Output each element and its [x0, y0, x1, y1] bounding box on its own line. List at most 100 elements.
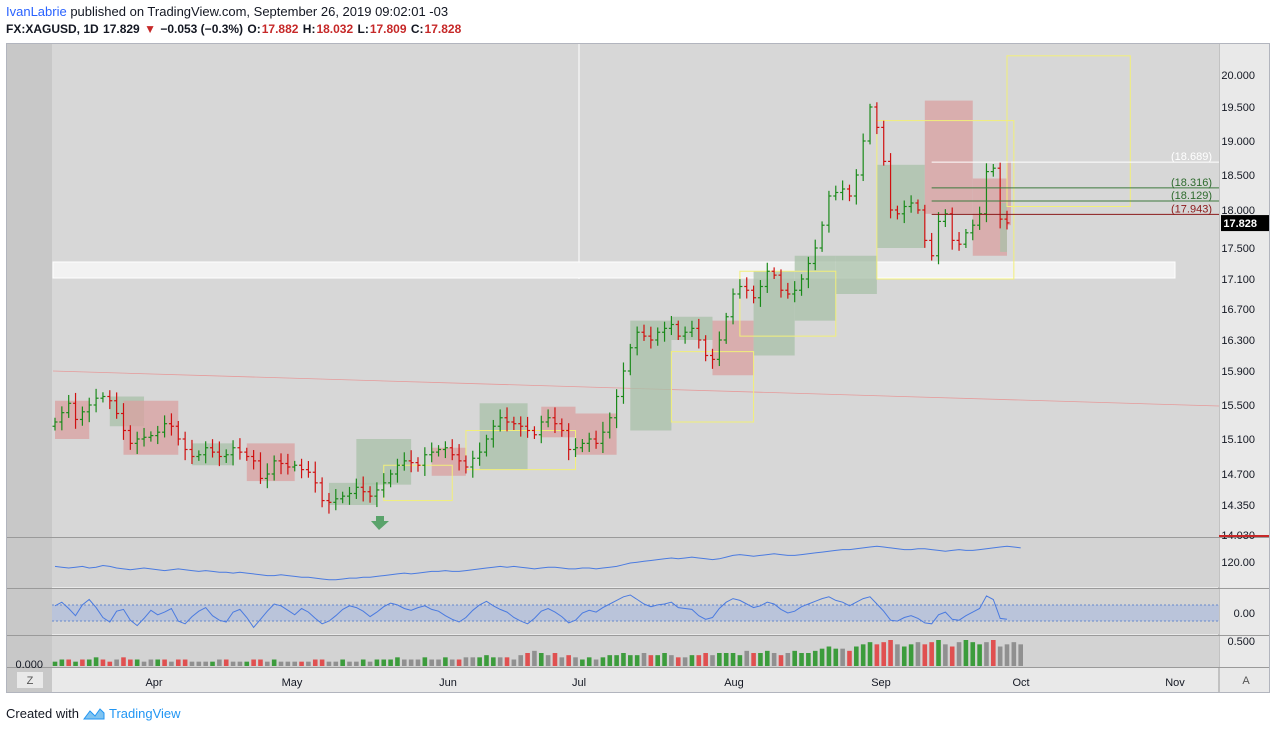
volume-bar-118: [860, 644, 866, 666]
zone-box-21: [1007, 161, 1011, 226]
volume-bar-67: [511, 659, 517, 666]
resistance-zone[interactable]: [52, 261, 1176, 279]
volume-bar-63: [484, 655, 489, 666]
volume-bar-135: [977, 644, 982, 666]
volume-bar-16: [162, 659, 167, 666]
volume-bar-40: [326, 661, 332, 666]
time-axis[interactable]: Apr May Jun Jul Aug Sep Oct Nov: [145, 677, 1185, 689]
footer: Created with TradingView: [6, 706, 181, 721]
close-value: 17.828: [424, 22, 462, 36]
zone-box-4: [246, 443, 295, 482]
volume-bar-17: [169, 661, 174, 666]
up-arrow-icon: [371, 516, 389, 530]
change-arrow-icon: ▼: [144, 22, 156, 36]
volume-bar-34: [285, 661, 291, 666]
level-label-0: (18.689): [1171, 151, 1212, 163]
volume-bar-51: [401, 659, 407, 666]
volume-bar-66: [504, 657, 510, 666]
zone-box-0: [55, 400, 90, 439]
volume-bar-27: [237, 661, 243, 666]
yellow-box-3: [739, 270, 837, 337]
pane-2-series: [54, 545, 1021, 581]
volume-bar-122: [888, 640, 893, 666]
pane-4-left-tick: 0.000: [15, 659, 43, 671]
volume-bar-43: [347, 661, 352, 666]
tradingview-link[interactable]: TradingView: [108, 706, 181, 721]
volume-bar-140: [1011, 642, 1017, 666]
volume-bar-19: [182, 659, 188, 666]
volume-bar-35: [292, 661, 298, 666]
volume-bar-56: [436, 659, 441, 666]
volume-bar-6: [93, 657, 99, 666]
open-value: 17.882: [261, 22, 299, 36]
pane-3-line: 0.00: [52, 594, 1255, 629]
author-link[interactable]: IvanLabrie: [6, 4, 67, 19]
volume-bar-130: [943, 644, 948, 666]
volume-bar-46: [367, 661, 373, 666]
open-label: O:: [247, 22, 261, 36]
volume-bar-32: [271, 659, 277, 666]
volume-bar-44: [354, 661, 359, 666]
volume-bars: 0.500 0.000: [15, 636, 1255, 671]
level-label-2: (18.129): [1171, 190, 1212, 202]
x-tick-apr: Apr: [145, 677, 162, 689]
volume-bar-94: [696, 655, 702, 666]
created-with-text: Created with: [6, 706, 79, 721]
symbol[interactable]: FX:XAGUSD, 1D: [6, 22, 99, 36]
volume-bar-138: [997, 646, 1003, 666]
volume-bar-42: [340, 659, 345, 666]
volume-bar-64: [491, 657, 496, 666]
volume-bar-117: [854, 646, 859, 666]
price-levels: (18.689) (18.316)(18.129)(17.943): [931, 151, 1219, 215]
ticker-bar: FX:XAGUSD, 1D 17.829 ▼ −0.053 (−0.3%) O:…: [6, 22, 462, 36]
volume-bar-24: [217, 659, 222, 666]
volume-bar-8: [107, 661, 113, 666]
volume-bar-7: [100, 659, 106, 666]
volume-bar-76: [573, 657, 578, 666]
volume-bar-115: [840, 648, 845, 666]
volume-bar-116: [847, 650, 852, 666]
candles: [52, 102, 1010, 514]
a-button[interactable]: [1233, 672, 1259, 688]
high-label: H:: [302, 22, 316, 36]
pane-4-tick: 0.500: [1227, 636, 1255, 648]
volume-bar-72: [545, 655, 551, 666]
price-axis[interactable]: [1219, 44, 1269, 692]
volume-bar-100: [737, 655, 743, 666]
volume-bar-96: [710, 655, 715, 666]
volume-bar-113: [826, 646, 832, 666]
volume-bar-104: [764, 650, 770, 666]
volume-bar-54: [422, 657, 428, 666]
volume-bar-83: [621, 653, 626, 666]
volume-bar-45: [360, 659, 366, 666]
chart-container[interactable]: (18.689) (18.316) (18.129) (17.943) 20.000 1…: [6, 43, 1270, 693]
volume-bar-58: [449, 659, 455, 666]
volume-bar-139: [1004, 644, 1010, 666]
volume-bar-90: [669, 655, 674, 666]
volume-bar-124: [901, 646, 907, 666]
volume-bar-52: [408, 659, 414, 666]
price-tick-1: 19.500: [1221, 102, 1255, 114]
volume-bar-125: [908, 644, 914, 666]
zone-box-2: [123, 400, 179, 455]
volume-bar-29: [251, 659, 256, 666]
z-button[interactable]: [17, 672, 43, 688]
volume-bar-73: [552, 653, 558, 666]
volume-bar-49: [388, 659, 393, 666]
close-label: C:: [410, 22, 424, 36]
level-label-1: (18.316): [1171, 177, 1212, 189]
volume-bar-22: [203, 661, 208, 666]
volume-bar-108: [792, 650, 797, 666]
price-tick-0: 20.000: [1221, 70, 1255, 82]
volume-bar-110: [806, 653, 811, 666]
chart-svg[interactable]: (18.689) (18.316)(18.129)(17.943) 20.000 1…: [7, 44, 1269, 692]
last-price-badge: [1221, 215, 1269, 232]
price-tick-8: 16.300: [1221, 335, 1255, 347]
volume-bar-77: [580, 659, 585, 666]
volume-bar-84: [628, 655, 633, 666]
volume-bar-36: [299, 661, 304, 666]
volume-bar-60: [463, 657, 469, 666]
volume-bar-126: [915, 642, 921, 666]
x-tick-jul: Jul: [572, 677, 586, 689]
volume-bar-95: [703, 653, 708, 666]
